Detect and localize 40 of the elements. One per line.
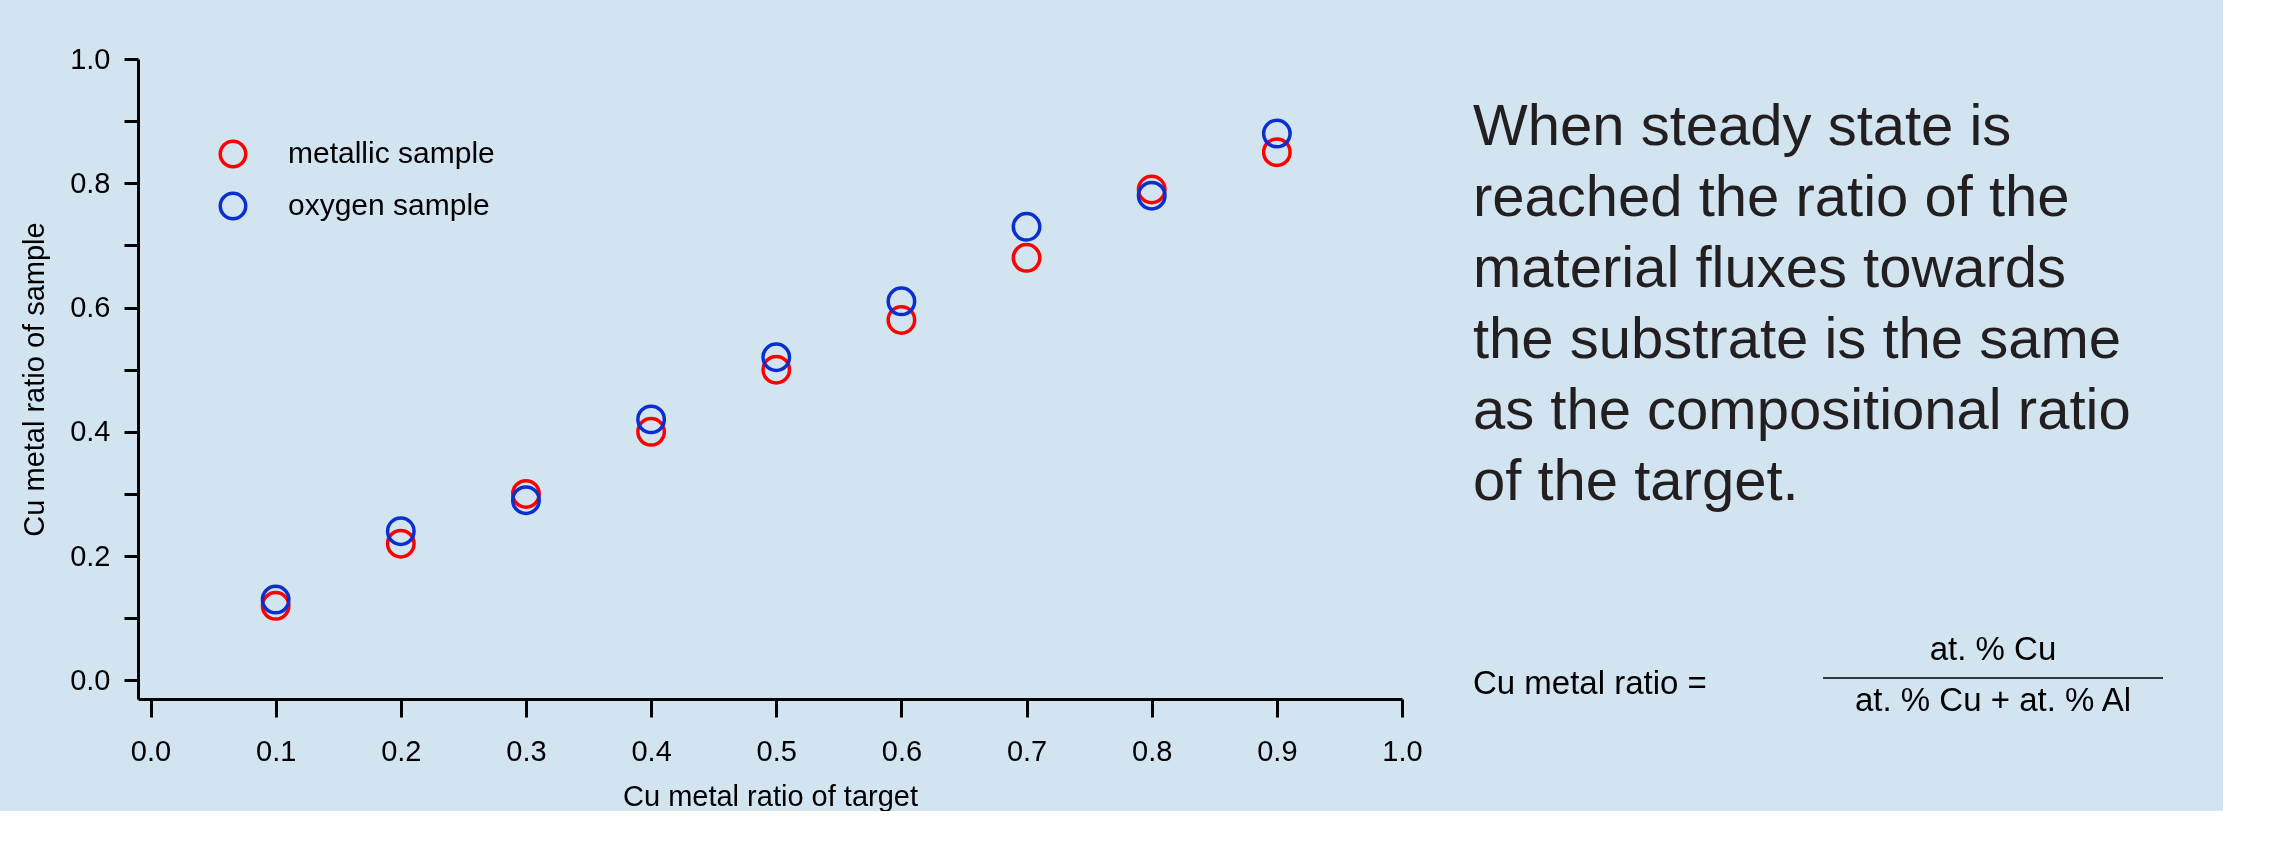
- y-tick-label: 0.8: [70, 166, 111, 199]
- point: [510, 485, 541, 516]
- x-tick-label: 0.5: [756, 734, 797, 767]
- point: [385, 516, 416, 547]
- x-tick-label: 1.0: [1382, 734, 1423, 767]
- point: [1261, 137, 1292, 168]
- x-axis-title: Cu metal ratio of target: [623, 779, 918, 812]
- x-tick-label: 0.1: [256, 734, 297, 767]
- point: [761, 342, 792, 373]
- x-tick-label: 0.3: [506, 734, 547, 767]
- y-tick-label: 0.2: [70, 539, 111, 572]
- text: Cu metal ratio =: [1473, 664, 1707, 701]
- legend-label: oxygen sample: [288, 188, 490, 221]
- point: [385, 528, 416, 559]
- point: [761, 354, 792, 385]
- point: [260, 584, 291, 615]
- point: [886, 305, 917, 335]
- y-axis-title: Cu metal ratio of sample: [18, 222, 51, 537]
- x-tick-label: 0.0: [130, 734, 172, 767]
- point: [1136, 180, 1167, 211]
- point: [636, 416, 667, 447]
- point: [1011, 242, 1042, 273]
- text: When steady state is reached the ratio of the material fluxes towards the substrate is the same as the compositional ratio of the target.: [1473, 92, 2131, 512]
- point: [1011, 211, 1042, 242]
- text: at. % Cu: [1929, 630, 2057, 667]
- point: [636, 404, 667, 435]
- y-tick-label: 0.0: [70, 663, 111, 696]
- y-tick-label: 0.4: [70, 415, 111, 448]
- point: [1261, 118, 1292, 149]
- x-tick-label: 0.2: [381, 734, 422, 767]
- x-tick-label: 0.9: [1257, 734, 1298, 767]
- point: [886, 286, 917, 317]
- x-tick-label: 0.7: [1006, 734, 1048, 767]
- x-tick-label: 0.8: [1132, 734, 1173, 767]
- x-tick-label: 0.6: [881, 734, 923, 767]
- text: at. % Cu + at. % Al: [1854, 681, 2132, 718]
- legend-label: metallic sample: [288, 136, 495, 169]
- y-tick-label: 1.0: [70, 42, 111, 75]
- x-tick-label: 0.4: [631, 734, 672, 767]
- y-tick-label: 0.6: [70, 291, 111, 324]
